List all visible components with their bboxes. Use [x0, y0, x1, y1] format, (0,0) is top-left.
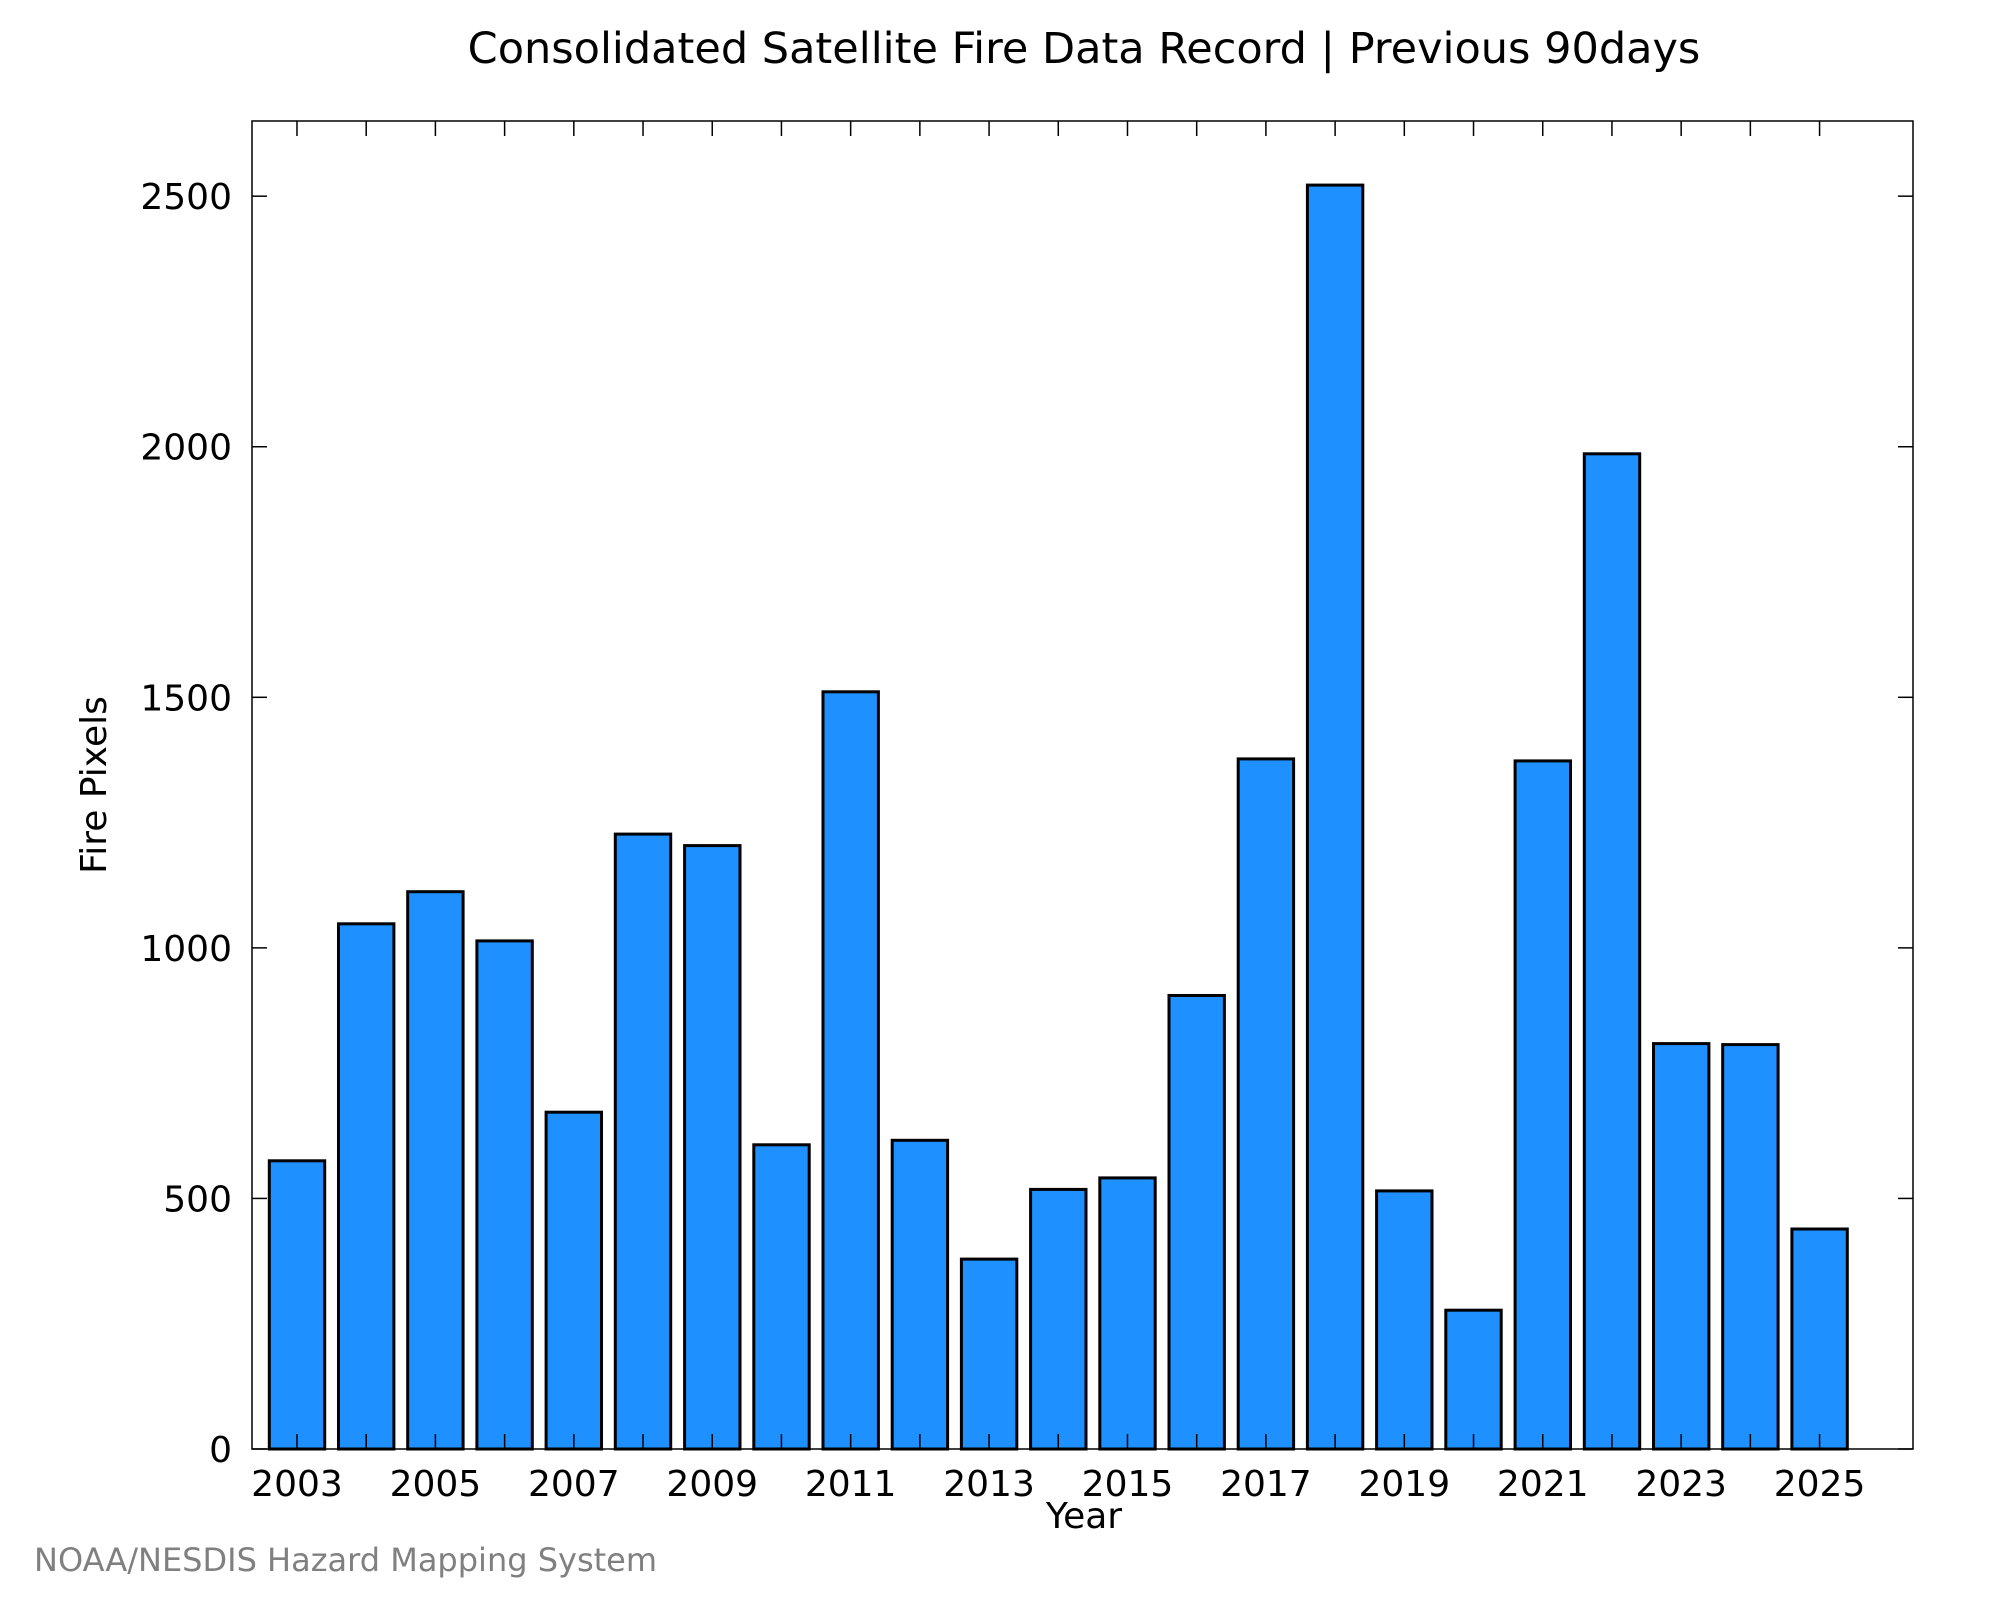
ticks-group: 0 500 1000 1500 2000 2500 2003 2005 2007 2009 2011… — [140, 121, 1913, 1505]
bar-2011 — [821, 690, 880, 1451]
plot-frame — [251, 120, 1914, 1450]
x-tick-label: 2003 — [251, 1464, 343, 1505]
x-tick-label: 2013 — [943, 1464, 1035, 1505]
bar-2017 — [1236, 757, 1296, 1451]
x-tick-label: 2023 — [1635, 1464, 1727, 1505]
bar-2014 — [1029, 1187, 1088, 1451]
x-tick-label: 2009 — [666, 1464, 758, 1505]
y-tick-label: 2500 — [140, 177, 232, 218]
y-tick-label: 500 — [163, 1179, 232, 1220]
bar-2006 — [475, 939, 534, 1451]
bar-2003 — [267, 1159, 327, 1451]
x-tick-label: 2019 — [1359, 1464, 1451, 1505]
y-tick-label: 2000 — [140, 428, 232, 469]
bar-2004 — [337, 922, 396, 1451]
x-tick-label: 2015 — [1082, 1464, 1174, 1505]
y-tick-label: 0 — [209, 1430, 232, 1471]
bars-group — [267, 183, 1849, 1451]
bar-2025 — [1790, 1227, 1849, 1451]
bar-2015 — [1098, 1176, 1157, 1451]
bar-2021 — [1513, 759, 1572, 1451]
bar-2016 — [1167, 994, 1226, 1451]
x-tick-label: 2005 — [390, 1464, 482, 1505]
bar-2013 — [959, 1257, 1019, 1451]
y-tick-label: 1500 — [140, 678, 232, 719]
chart-title: Consolidated Satellite Fire Data Record … — [468, 24, 1701, 74]
bar-2019 — [1375, 1189, 1434, 1451]
bar-2008 — [613, 832, 673, 1451]
bar-2010 — [752, 1143, 811, 1451]
bar-2012 — [890, 1138, 950, 1451]
bar-2024 — [1721, 1043, 1780, 1451]
x-tick-label: 2011 — [805, 1464, 897, 1505]
x-axis-label: Year — [1045, 1496, 1122, 1537]
bar-2007 — [544, 1110, 603, 1451]
bar-2022 — [1582, 452, 1642, 1451]
y-tick-label: 1000 — [140, 929, 232, 970]
bar-2005 — [406, 890, 465, 1451]
y-axis-label: Fire Pixels — [74, 696, 115, 874]
credit-text: NOAA/NESDIS Hazard Mapping System — [34, 1541, 657, 1579]
x-tick-label: 2021 — [1497, 1464, 1589, 1505]
bar-2018 — [1305, 183, 1365, 1451]
bar-2023 — [1652, 1042, 1711, 1451]
bar-2020 — [1444, 1308, 1503, 1451]
x-tick-label: 2025 — [1774, 1464, 1866, 1505]
x-tick-label: 2007 — [528, 1464, 620, 1505]
x-tick-label: 2017 — [1220, 1464, 1312, 1505]
bar-2009 — [683, 844, 742, 1451]
